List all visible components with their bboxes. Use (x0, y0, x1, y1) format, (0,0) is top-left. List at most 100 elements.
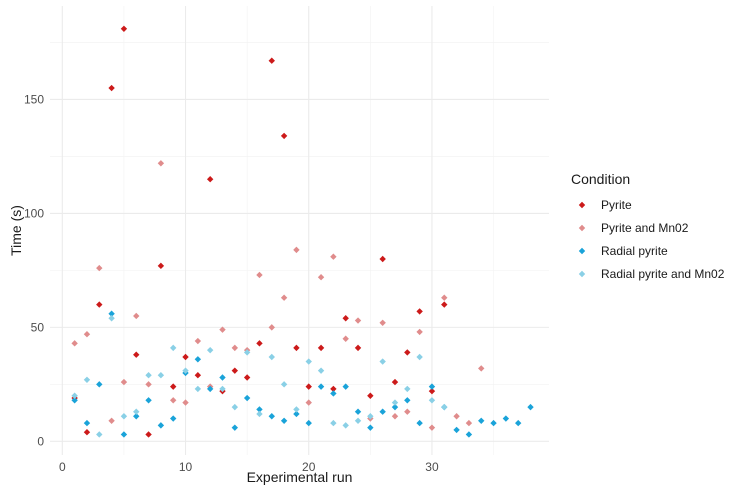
y-tick-label: 50 (31, 320, 45, 334)
y-axis-title: Time (s) (8, 205, 24, 256)
data-point-series-2 (465, 419, 473, 427)
data-point-series-2 (305, 399, 312, 406)
data-point-series-2 (391, 413, 399, 420)
data-point-series-1 (194, 372, 202, 379)
data-point-series-1 (268, 57, 275, 64)
data-point-series-2 (342, 335, 349, 342)
data-point-series-4 (391, 399, 399, 406)
data-point-series-4 (96, 431, 103, 438)
data-point-series-1 (317, 344, 325, 352)
y-tick-labels: 0 50 100 150 (24, 92, 44, 448)
data-point-series-3 (231, 424, 239, 431)
data-point-series-4 (108, 315, 115, 322)
data-point-series-4 (182, 367, 189, 374)
data-point-series-3 (416, 419, 423, 427)
data-point-series-3 (256, 406, 263, 413)
data-point-series-1 (293, 344, 300, 352)
data-point-series-4 (83, 376, 91, 383)
x-tick-label: 10 (179, 460, 193, 474)
data-point-series-4 (330, 419, 337, 427)
data-point-series-1 (391, 378, 399, 386)
data-point-series-3 (367, 424, 374, 431)
data-point-series-3 (527, 403, 534, 411)
data-point-series-4 (404, 385, 411, 393)
y-tick-label: 100 (24, 206, 44, 220)
data-point-series-2 (194, 337, 202, 345)
data-point-series-1 (133, 351, 140, 358)
data-point-series-1 (157, 262, 165, 270)
data-point-series-1 (145, 431, 152, 438)
data-point-series-4 (170, 344, 177, 352)
data-point-series-3 (71, 397, 78, 404)
data-point-series-2 (182, 399, 189, 406)
x-tick-label: 30 (425, 460, 439, 474)
data-point-series-4 (256, 410, 263, 418)
data-point-series-2 (231, 344, 239, 352)
data-point-series-3 (108, 310, 115, 317)
data-point-series-3 (490, 419, 497, 427)
data-point-series-1 (206, 176, 214, 183)
x-tick-labels: 0 10 20 30 (59, 460, 439, 474)
data-point-series-1 (170, 383, 177, 390)
data-point-series-2 (120, 378, 128, 386)
data-point-series-4 (157, 372, 165, 379)
data-point-series-1 (96, 301, 103, 308)
data-point-series-4 (416, 353, 423, 361)
data-point-series-3 (268, 413, 275, 420)
legend-key-2 (578, 224, 586, 232)
data-point-series-1 (330, 385, 337, 393)
data-point-series-3 (157, 422, 165, 429)
data-point-series-3 (354, 408, 362, 415)
data-point-series-3 (133, 413, 140, 420)
data-point-series-4 (145, 372, 152, 379)
data-point-series-3 (428, 383, 436, 390)
data-points (71, 25, 534, 438)
data-point-series-2 (404, 408, 411, 415)
data-point-series-3 (120, 431, 128, 438)
data-point-series-2 (268, 324, 275, 331)
data-point-series-1 (428, 387, 436, 395)
y-tick-label: 0 (37, 434, 44, 448)
data-point-series-4 (293, 406, 300, 413)
data-point-series-1 (83, 429, 91, 436)
data-point-series-2 (293, 246, 300, 254)
data-point-series-4 (120, 413, 128, 420)
data-point-series-1 (404, 349, 411, 356)
data-point-series-4 (367, 413, 374, 420)
data-point-series-1 (120, 25, 128, 32)
data-point-series-3 (342, 383, 349, 390)
x-axis-title: Experimental run (247, 469, 353, 485)
legend-label-1: Pyrite (601, 198, 632, 212)
data-point-series-3 (514, 419, 522, 427)
data-point-series-2 (280, 294, 288, 301)
data-point-series-2 (133, 312, 140, 320)
data-point-series-2 (96, 264, 103, 272)
data-point-series-2 (330, 253, 337, 260)
x-tick-label: 20 (302, 460, 316, 474)
data-point-series-1 (416, 308, 423, 315)
data-point-series-1 (243, 374, 251, 381)
legend-label-2: Pyrite and Mn02 (601, 221, 689, 235)
grid-lines (50, 6, 549, 455)
data-point-series-3 (379, 408, 386, 415)
data-point-series-3 (96, 381, 103, 388)
data-point-series-3 (465, 431, 473, 438)
data-point-series-2 (71, 340, 78, 347)
data-point-series-1 (231, 367, 239, 374)
data-point-series-2 (256, 271, 263, 279)
data-point-series-2 (428, 424, 436, 431)
data-point-series-4 (305, 358, 312, 365)
legend-label-4: Radial pyrite and Mn02 (601, 267, 725, 281)
data-point-series-3 (145, 397, 152, 404)
data-point-series-2 (453, 413, 460, 420)
data-point-series-4 (268, 353, 275, 361)
legend-title: Condition (571, 171, 630, 187)
data-point-series-4 (133, 408, 140, 415)
data-point-series-4 (280, 381, 288, 388)
data-point-series-1 (379, 255, 386, 263)
data-point-series-4 (206, 346, 214, 354)
data-point-series-4 (342, 422, 349, 429)
data-point-series-3 (194, 356, 202, 363)
legend-key-3 (578, 247, 586, 255)
